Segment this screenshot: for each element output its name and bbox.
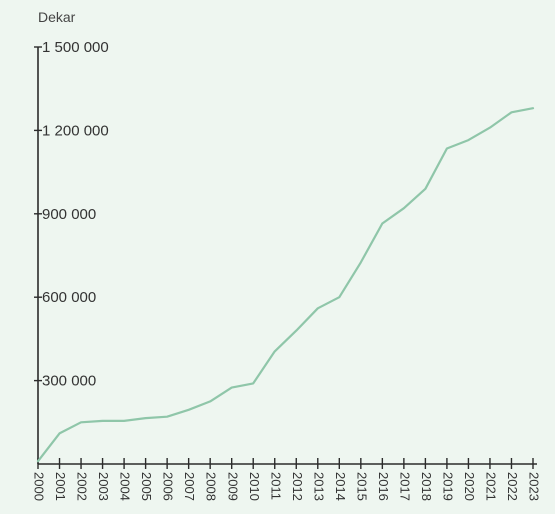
x-tick-label: 2008 (204, 472, 219, 501)
y-axis-ticks: 300 000 600 000 900 000 1 200 000 1 500 000 (34, 39, 109, 390)
x-tick-label: 2010 (247, 472, 262, 501)
x-tick-label: 2021 (484, 472, 499, 501)
x-tick-label: 2009 (225, 472, 240, 501)
y-tick-label: 1 500 000 (42, 39, 109, 56)
x-tick-label: 2019 (440, 472, 455, 501)
x-tick-label: 2017 (397, 472, 412, 501)
y-axis-unit-label: Dekar (38, 9, 76, 25)
series-group (36, 107, 535, 463)
x-tick-label: 2013 (311, 472, 326, 501)
x-tick-label: 2002 (75, 472, 90, 501)
y-tick-label: 900 000 (42, 206, 96, 223)
y-tick-label: 300 000 (42, 373, 96, 390)
x-tick-label: 2000 (32, 472, 47, 501)
y-tick-label: 600 000 (42, 289, 96, 306)
x-tick-label: 2014 (333, 472, 348, 501)
x-tick-label: 2011 (268, 472, 283, 500)
x-tick-label: 2007 (182, 472, 197, 501)
y-tick-label: 1 200 000 (42, 122, 109, 139)
series-line (36, 107, 535, 463)
x-tick-label: 2006 (161, 472, 176, 501)
x-tick-label: 2015 (354, 472, 369, 501)
x-axis-ticks: 2000 2001 2002 2003 2004 2005 2006 2007 2008 2009… (32, 458, 542, 501)
x-tick-label: 2016 (376, 472, 391, 501)
x-tick-label: 2023 (527, 472, 542, 501)
x-tick-label: 2022 (505, 472, 520, 501)
x-tick-label: 2001 (53, 472, 68, 501)
x-tick-label: 2020 (462, 472, 477, 501)
x-tick-label: 2003 (96, 472, 111, 501)
axes (37, 47, 537, 465)
x-tick-label: 2018 (419, 472, 434, 501)
x-tick-label: 2004 (118, 472, 133, 501)
x-tick-label: 2005 (139, 472, 154, 501)
x-tick-label: 2012 (290, 472, 305, 501)
